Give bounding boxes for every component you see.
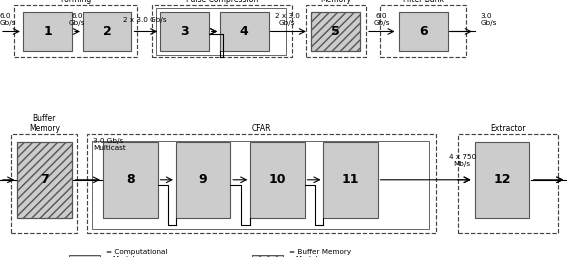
Text: 10: 10 xyxy=(269,173,286,186)
Text: 7: 7 xyxy=(40,173,49,186)
Text: 8: 8 xyxy=(126,173,135,186)
Text: CFAR: CFAR xyxy=(252,124,271,133)
Text: 6.0
Gb/s: 6.0 Gb/s xyxy=(0,13,17,26)
Text: 2: 2 xyxy=(102,25,112,38)
Bar xyxy=(17,142,72,218)
Text: Doppler
Filter Bank: Doppler Filter Bank xyxy=(403,0,444,4)
Text: 4: 4 xyxy=(240,25,249,38)
Bar xyxy=(160,12,209,51)
Bar xyxy=(380,5,466,57)
Text: 9: 9 xyxy=(198,173,208,186)
Text: = Buffer Memory
   Module: = Buffer Memory Module xyxy=(289,250,351,257)
Bar xyxy=(152,5,292,57)
Text: 12: 12 xyxy=(494,173,511,186)
Text: = Computational
   Module: = Computational Module xyxy=(106,250,167,257)
Bar xyxy=(311,12,360,51)
Bar xyxy=(69,255,100,257)
Text: 6.0
Gb/s: 6.0 Gb/s xyxy=(69,13,85,26)
Bar xyxy=(156,8,286,55)
Bar xyxy=(251,142,304,218)
Bar xyxy=(252,255,283,257)
Text: 3.0 Gb/s
Multicast: 3.0 Gb/s Multicast xyxy=(93,138,126,151)
Text: 3.0
Gb/s: 3.0 Gb/s xyxy=(480,13,497,26)
Text: 1: 1 xyxy=(43,25,52,38)
Bar xyxy=(92,141,429,228)
Text: Buffer
Memory: Buffer Memory xyxy=(29,114,60,133)
Bar xyxy=(11,134,77,233)
Text: Pulse Compression: Pulse Compression xyxy=(185,0,258,4)
Bar xyxy=(324,142,378,218)
Text: 6.0
Gb/s: 6.0 Gb/s xyxy=(374,13,390,26)
Text: 4 x 750
Mb/s: 4 x 750 Mb/s xyxy=(448,154,476,168)
Bar xyxy=(14,5,137,57)
Text: 3: 3 xyxy=(180,25,189,38)
Text: 5: 5 xyxy=(331,25,340,38)
Text: 2 x 3.0 Gb/s: 2 x 3.0 Gb/s xyxy=(123,17,166,23)
Bar xyxy=(220,12,269,51)
Bar xyxy=(176,142,230,218)
Bar xyxy=(306,5,366,57)
Bar xyxy=(475,142,530,218)
Bar xyxy=(103,142,157,218)
Text: Extractor: Extractor xyxy=(490,124,526,133)
Bar xyxy=(82,12,132,51)
Bar xyxy=(399,12,448,51)
Text: 11: 11 xyxy=(342,173,359,186)
Text: Beam
Forming: Beam Forming xyxy=(60,0,92,4)
Text: 2 x 3.0
Gb/s: 2 x 3.0 Gb/s xyxy=(275,13,300,26)
Bar xyxy=(87,134,436,233)
Text: Buffer
Memory: Buffer Memory xyxy=(320,0,352,4)
Bar xyxy=(458,134,558,233)
Text: 6: 6 xyxy=(419,25,428,38)
Bar xyxy=(23,12,72,51)
